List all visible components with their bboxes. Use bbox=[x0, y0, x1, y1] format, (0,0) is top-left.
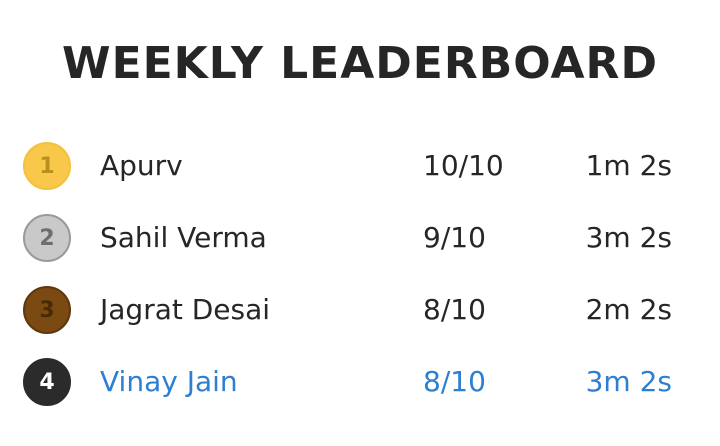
leaderboard-row-current-user: 4 Vinay Jain 8/10 3m 2s bbox=[0, 346, 720, 418]
leaderboard-list: 1 Apurv 10/10 1m 2s 2 Sahil Verma 9/10 3… bbox=[0, 130, 720, 418]
silver-medal-icon: 2 bbox=[23, 214, 71, 262]
leaderboard-title: WEEKLY LEADERBOARD bbox=[62, 38, 658, 89]
player-name: Sahil Verma bbox=[100, 221, 267, 254]
player-score: 8/10 bbox=[423, 365, 486, 398]
rank-number: 3 bbox=[39, 297, 55, 323]
rank-number: 4 bbox=[39, 369, 55, 395]
player-name: Apurv bbox=[100, 149, 183, 182]
player-score: 8/10 bbox=[423, 293, 486, 326]
player-time: 2m 2s bbox=[585, 293, 672, 326]
player-time: 1m 2s bbox=[585, 149, 672, 182]
rank-number: 2 bbox=[39, 225, 55, 251]
gold-medal-icon: 1 bbox=[23, 142, 71, 190]
leaderboard-row: 2 Sahil Verma 9/10 3m 2s bbox=[0, 202, 720, 274]
player-name: Jagrat Desai bbox=[100, 293, 271, 326]
player-time: 3m 2s bbox=[585, 221, 672, 254]
leaderboard-row: 3 Jagrat Desai 8/10 2m 2s bbox=[0, 274, 720, 346]
player-time: 3m 2s bbox=[585, 365, 672, 398]
leaderboard-row: 1 Apurv 10/10 1m 2s bbox=[0, 130, 720, 202]
player-score: 10/10 bbox=[423, 149, 504, 182]
rank-number: 1 bbox=[39, 153, 55, 179]
player-name: Vinay Jain bbox=[100, 365, 238, 398]
bronze-medal-icon: 3 bbox=[23, 286, 71, 334]
rank-badge-icon: 4 bbox=[23, 358, 71, 406]
player-score: 9/10 bbox=[423, 221, 486, 254]
